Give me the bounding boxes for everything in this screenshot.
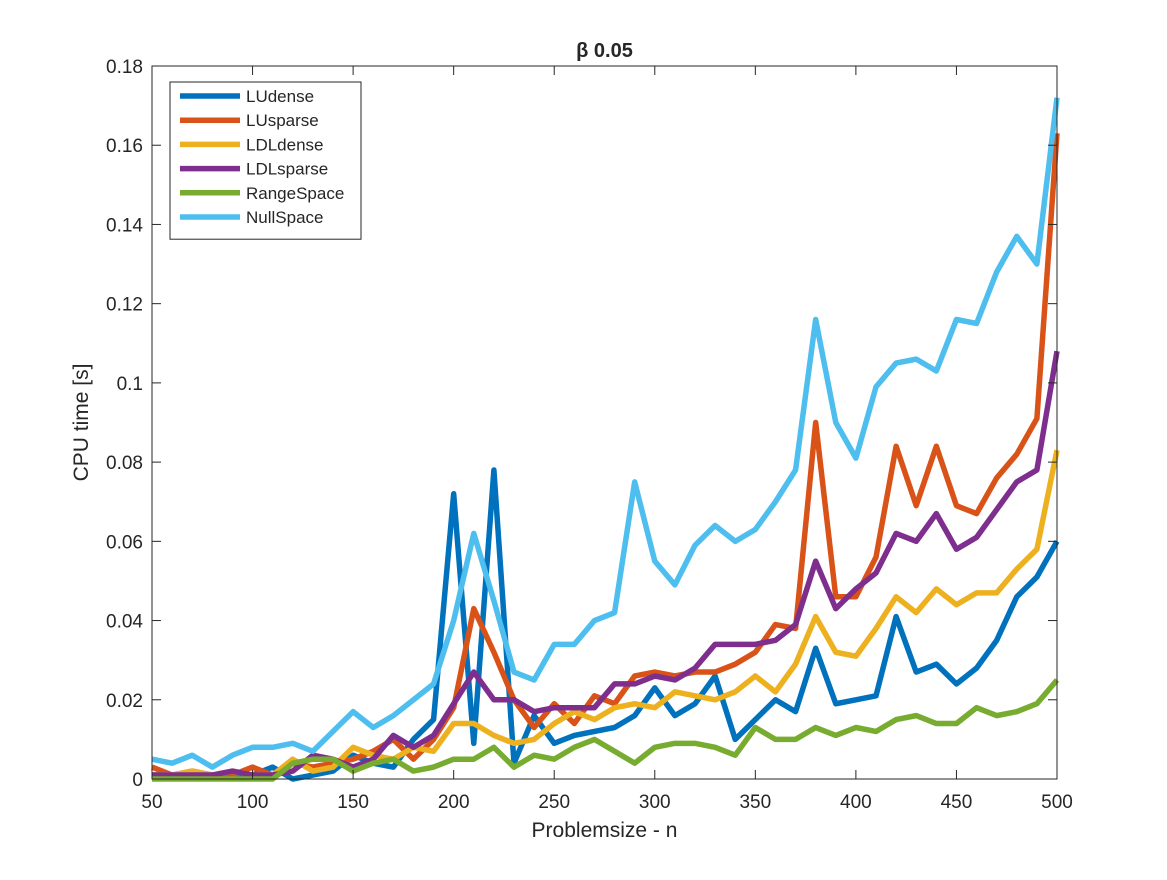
x-tick-label: 250 bbox=[538, 792, 570, 813]
legend-label-ldldense: LDLdense bbox=[246, 135, 324, 154]
x-axis-label: Problemsize - n bbox=[532, 819, 678, 842]
legend-box bbox=[169, 81, 362, 240]
x-tick-label: 300 bbox=[639, 792, 671, 813]
legend-label-nullspace: NullSpace bbox=[246, 208, 324, 227]
y-tick-label: 0.04 bbox=[106, 612, 143, 633]
legend-label-lusparse: LUsparse bbox=[246, 111, 319, 130]
y-tick-label: 0.12 bbox=[106, 295, 143, 316]
y-tick-label: 0.16 bbox=[106, 136, 143, 157]
y-tick-label: 0.08 bbox=[106, 453, 143, 474]
series-line-ludense bbox=[152, 467, 1060, 782]
ticks-layer: 50 100 150 200 250 300 350 400 450 500 0 0.02 0.04 0.… bbox=[106, 57, 1073, 813]
legend-label-ludense: LUdense bbox=[246, 87, 314, 106]
x-tick-label: 350 bbox=[739, 792, 771, 813]
x-tick-label: 500 bbox=[1041, 792, 1073, 813]
axes-box bbox=[151, 65, 1058, 780]
legend-label-rangespace: RangeSpace bbox=[246, 184, 344, 203]
x-tick-label: 450 bbox=[941, 792, 973, 813]
series-line-nullspace bbox=[151, 97, 1060, 770]
x-tick-label: 150 bbox=[337, 792, 369, 813]
series-line-rangespace bbox=[152, 678, 1060, 782]
y-tick-label: 0.06 bbox=[106, 532, 143, 553]
y-tick-label: 0.18 bbox=[106, 57, 143, 78]
chart-title: β 0.05 bbox=[576, 40, 633, 62]
x-tick-label: 50 bbox=[141, 792, 162, 813]
legend-label-ldlsparse: LDLsparse bbox=[246, 160, 328, 179]
legend: LUdense LUsparse LDLdense LDLsparse RangeSpa… bbox=[169, 81, 362, 240]
y-axis-label: CPU time [s] bbox=[70, 364, 93, 482]
y-tick-label: 0.1 bbox=[117, 374, 143, 395]
x-tick-label: 100 bbox=[237, 792, 269, 813]
y-tick-label: 0.02 bbox=[106, 691, 143, 712]
axes-layer bbox=[151, 65, 1058, 780]
y-tick-label: 0.14 bbox=[106, 215, 143, 236]
x-tick-label: 200 bbox=[438, 792, 470, 813]
y-tick-label: 0 bbox=[132, 770, 143, 791]
series-layer bbox=[150, 97, 1060, 782]
x-tick-label: 400 bbox=[840, 792, 872, 813]
